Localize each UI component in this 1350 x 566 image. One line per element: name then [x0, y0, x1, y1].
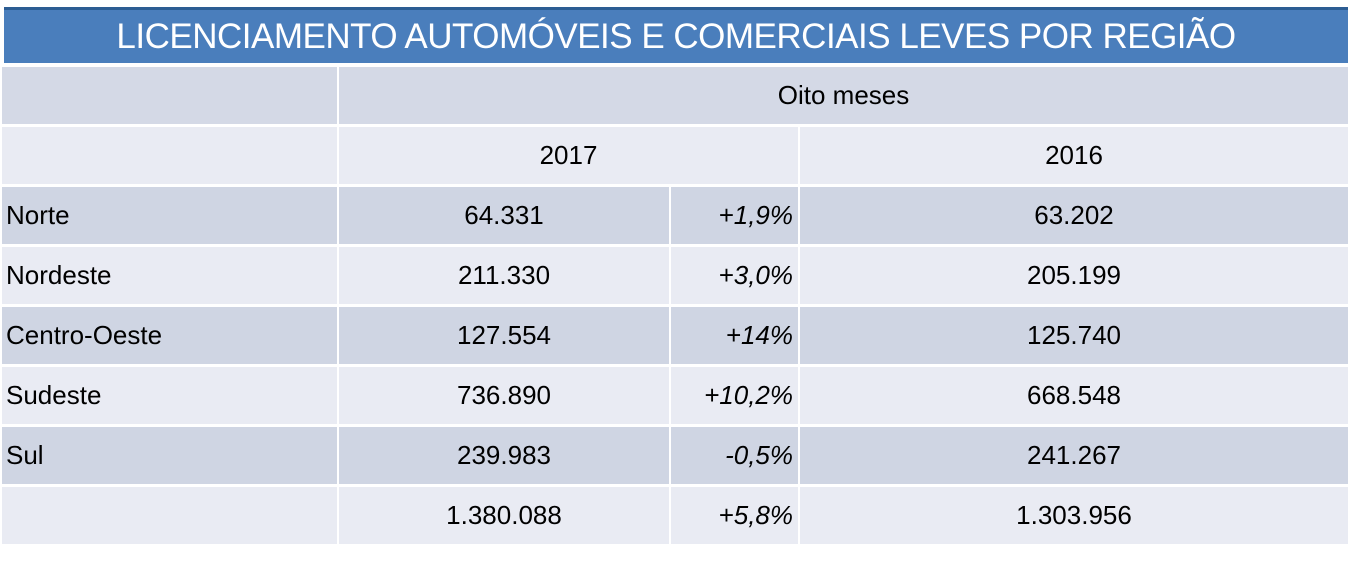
page-title: LICENCIAMENTO AUTOMÓVEIS E COMERCIAIS LE… [116, 16, 1236, 56]
table-row-nordeste: Nordeste 211.330 +3,0% 205.199 [2, 247, 1348, 304]
value-2017-cell: 1.380.088 [339, 487, 669, 544]
region-cell: Centro-Oeste [2, 307, 337, 364]
pct-change-cell: +1,9% [671, 187, 798, 244]
value-2017-cell: 211.330 [339, 247, 669, 304]
value-2016-cell: 668.548 [800, 367, 1348, 424]
table-row-centro-oeste: Centro-Oeste 127.554 +14% 125.740 [2, 307, 1348, 364]
pct-change-cell: +5,8% [671, 487, 798, 544]
value-2016-cell: 1.303.956 [800, 487, 1348, 544]
region-cell [2, 487, 337, 544]
value-2017-cell: 736.890 [339, 367, 669, 424]
year-2016-header: 2016 [800, 127, 1348, 184]
table-row-sudeste: Sudeste 736.890 +10,2% 668.548 [2, 367, 1348, 424]
value-2016-cell: 205.199 [800, 247, 1348, 304]
pct-change-cell: -0,5% [671, 427, 798, 484]
region-cell: Nordeste [2, 247, 337, 304]
header-row-years: 2017 2016 [2, 127, 1348, 184]
value-2017-cell: 64.331 [339, 187, 669, 244]
value-2016-cell: 63.202 [800, 187, 1348, 244]
pct-change-cell: +3,0% [671, 247, 798, 304]
group-header-cell: Oito meses [339, 67, 1348, 124]
pct-change-cell: +14% [671, 307, 798, 364]
header-row-group: Oito meses [2, 67, 1348, 124]
region-cell: Norte [2, 187, 337, 244]
pct-change-cell: +10,2% [671, 367, 798, 424]
licensing-by-region-table: Oito meses 2017 2016 Norte 64.331 +1,9% … [0, 64, 1350, 547]
table-title-bar: LICENCIAMENTO AUTOMÓVEIS E COMERCIAIS LE… [4, 7, 1348, 63]
region-cell: Sul [2, 427, 337, 484]
value-2017-cell: 239.983 [339, 427, 669, 484]
value-2016-cell: 241.267 [800, 427, 1348, 484]
table-row-sul: Sul 239.983 -0,5% 241.267 [2, 427, 1348, 484]
year-2017-header: 2017 [339, 127, 798, 184]
value-2016-cell: 125.740 [800, 307, 1348, 364]
table-row-total: 1.380.088 +5,8% 1.303.956 [2, 487, 1348, 544]
table-row-norte: Norte 64.331 +1,9% 63.202 [2, 187, 1348, 244]
year-corner-cell [2, 127, 337, 184]
value-2017-cell: 127.554 [339, 307, 669, 364]
header-corner-cell [2, 67, 337, 124]
region-cell: Sudeste [2, 367, 337, 424]
